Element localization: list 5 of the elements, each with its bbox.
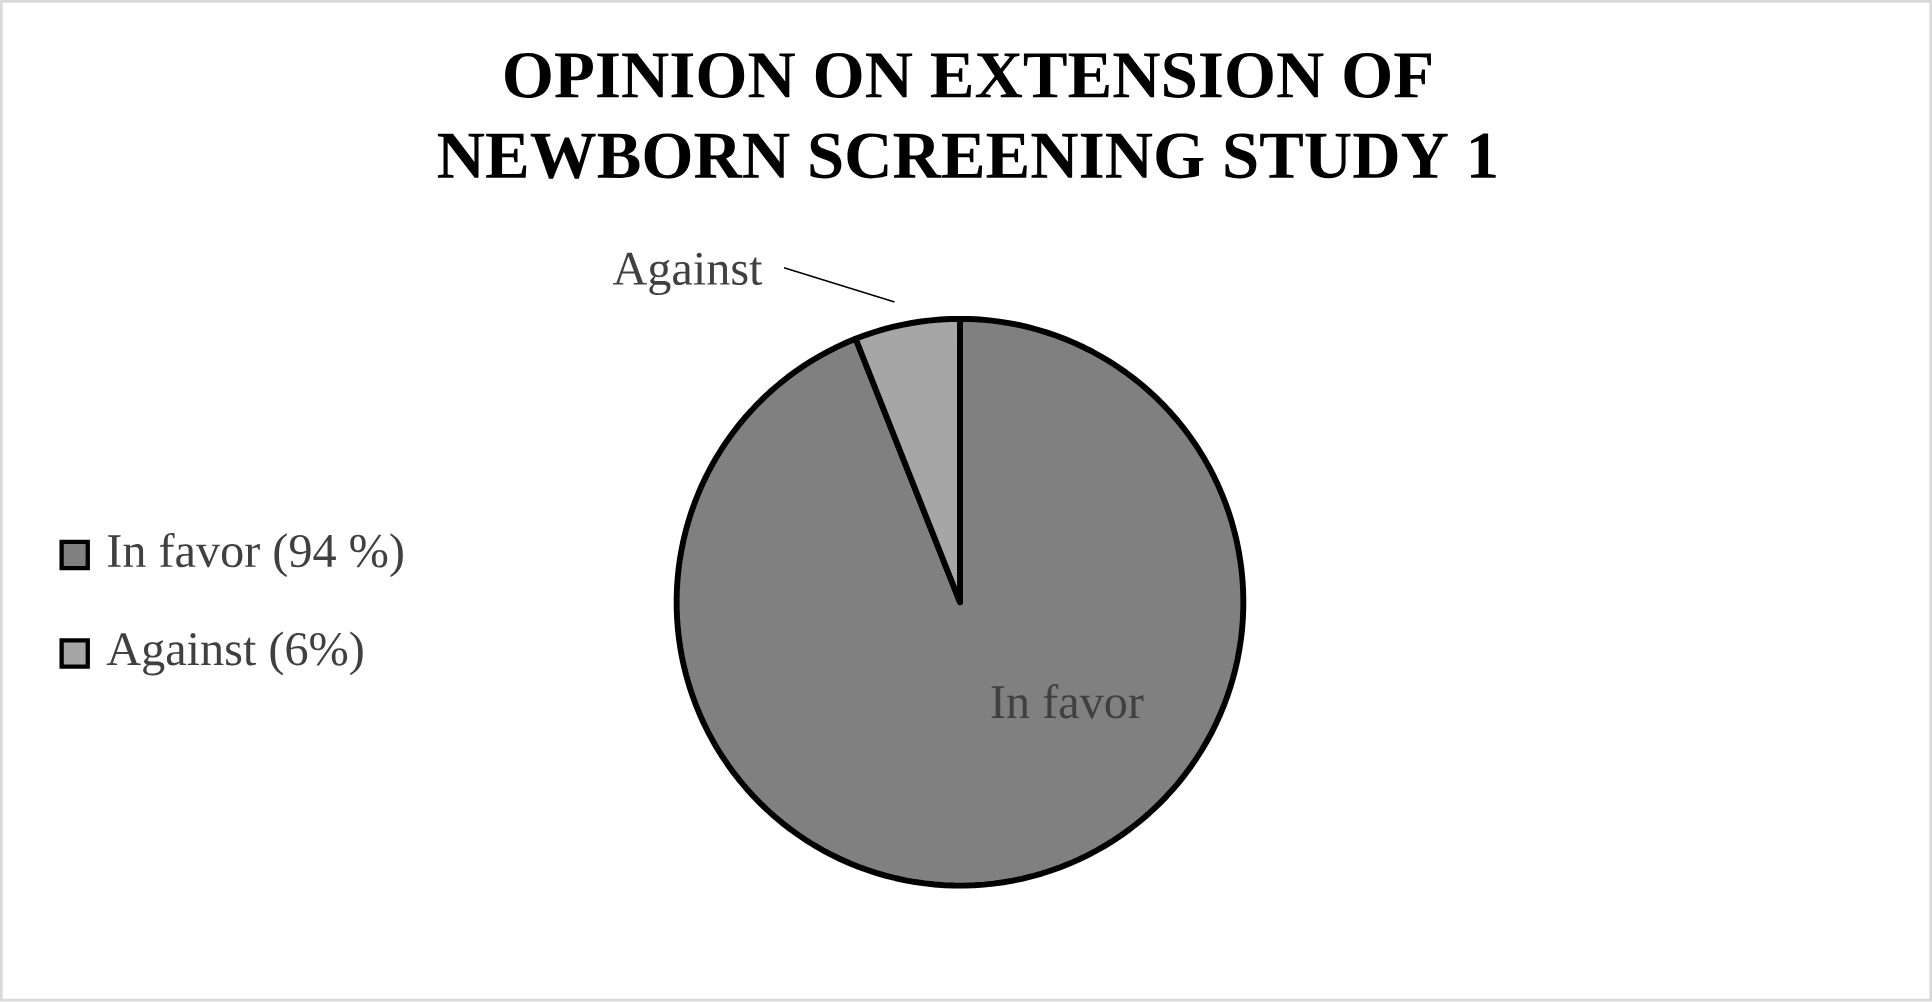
- chart-title: OPINION ON EXTENSION OF NEWBORN SCREENING STUDY 1: [437, 53, 1496, 179]
- legend-label: Against (6%): [106, 631, 363, 676]
- legend-label: In favor (94 %): [108, 533, 403, 578]
- text: In favor: [991, 684, 1144, 719]
- text: Against: [612, 252, 763, 296]
